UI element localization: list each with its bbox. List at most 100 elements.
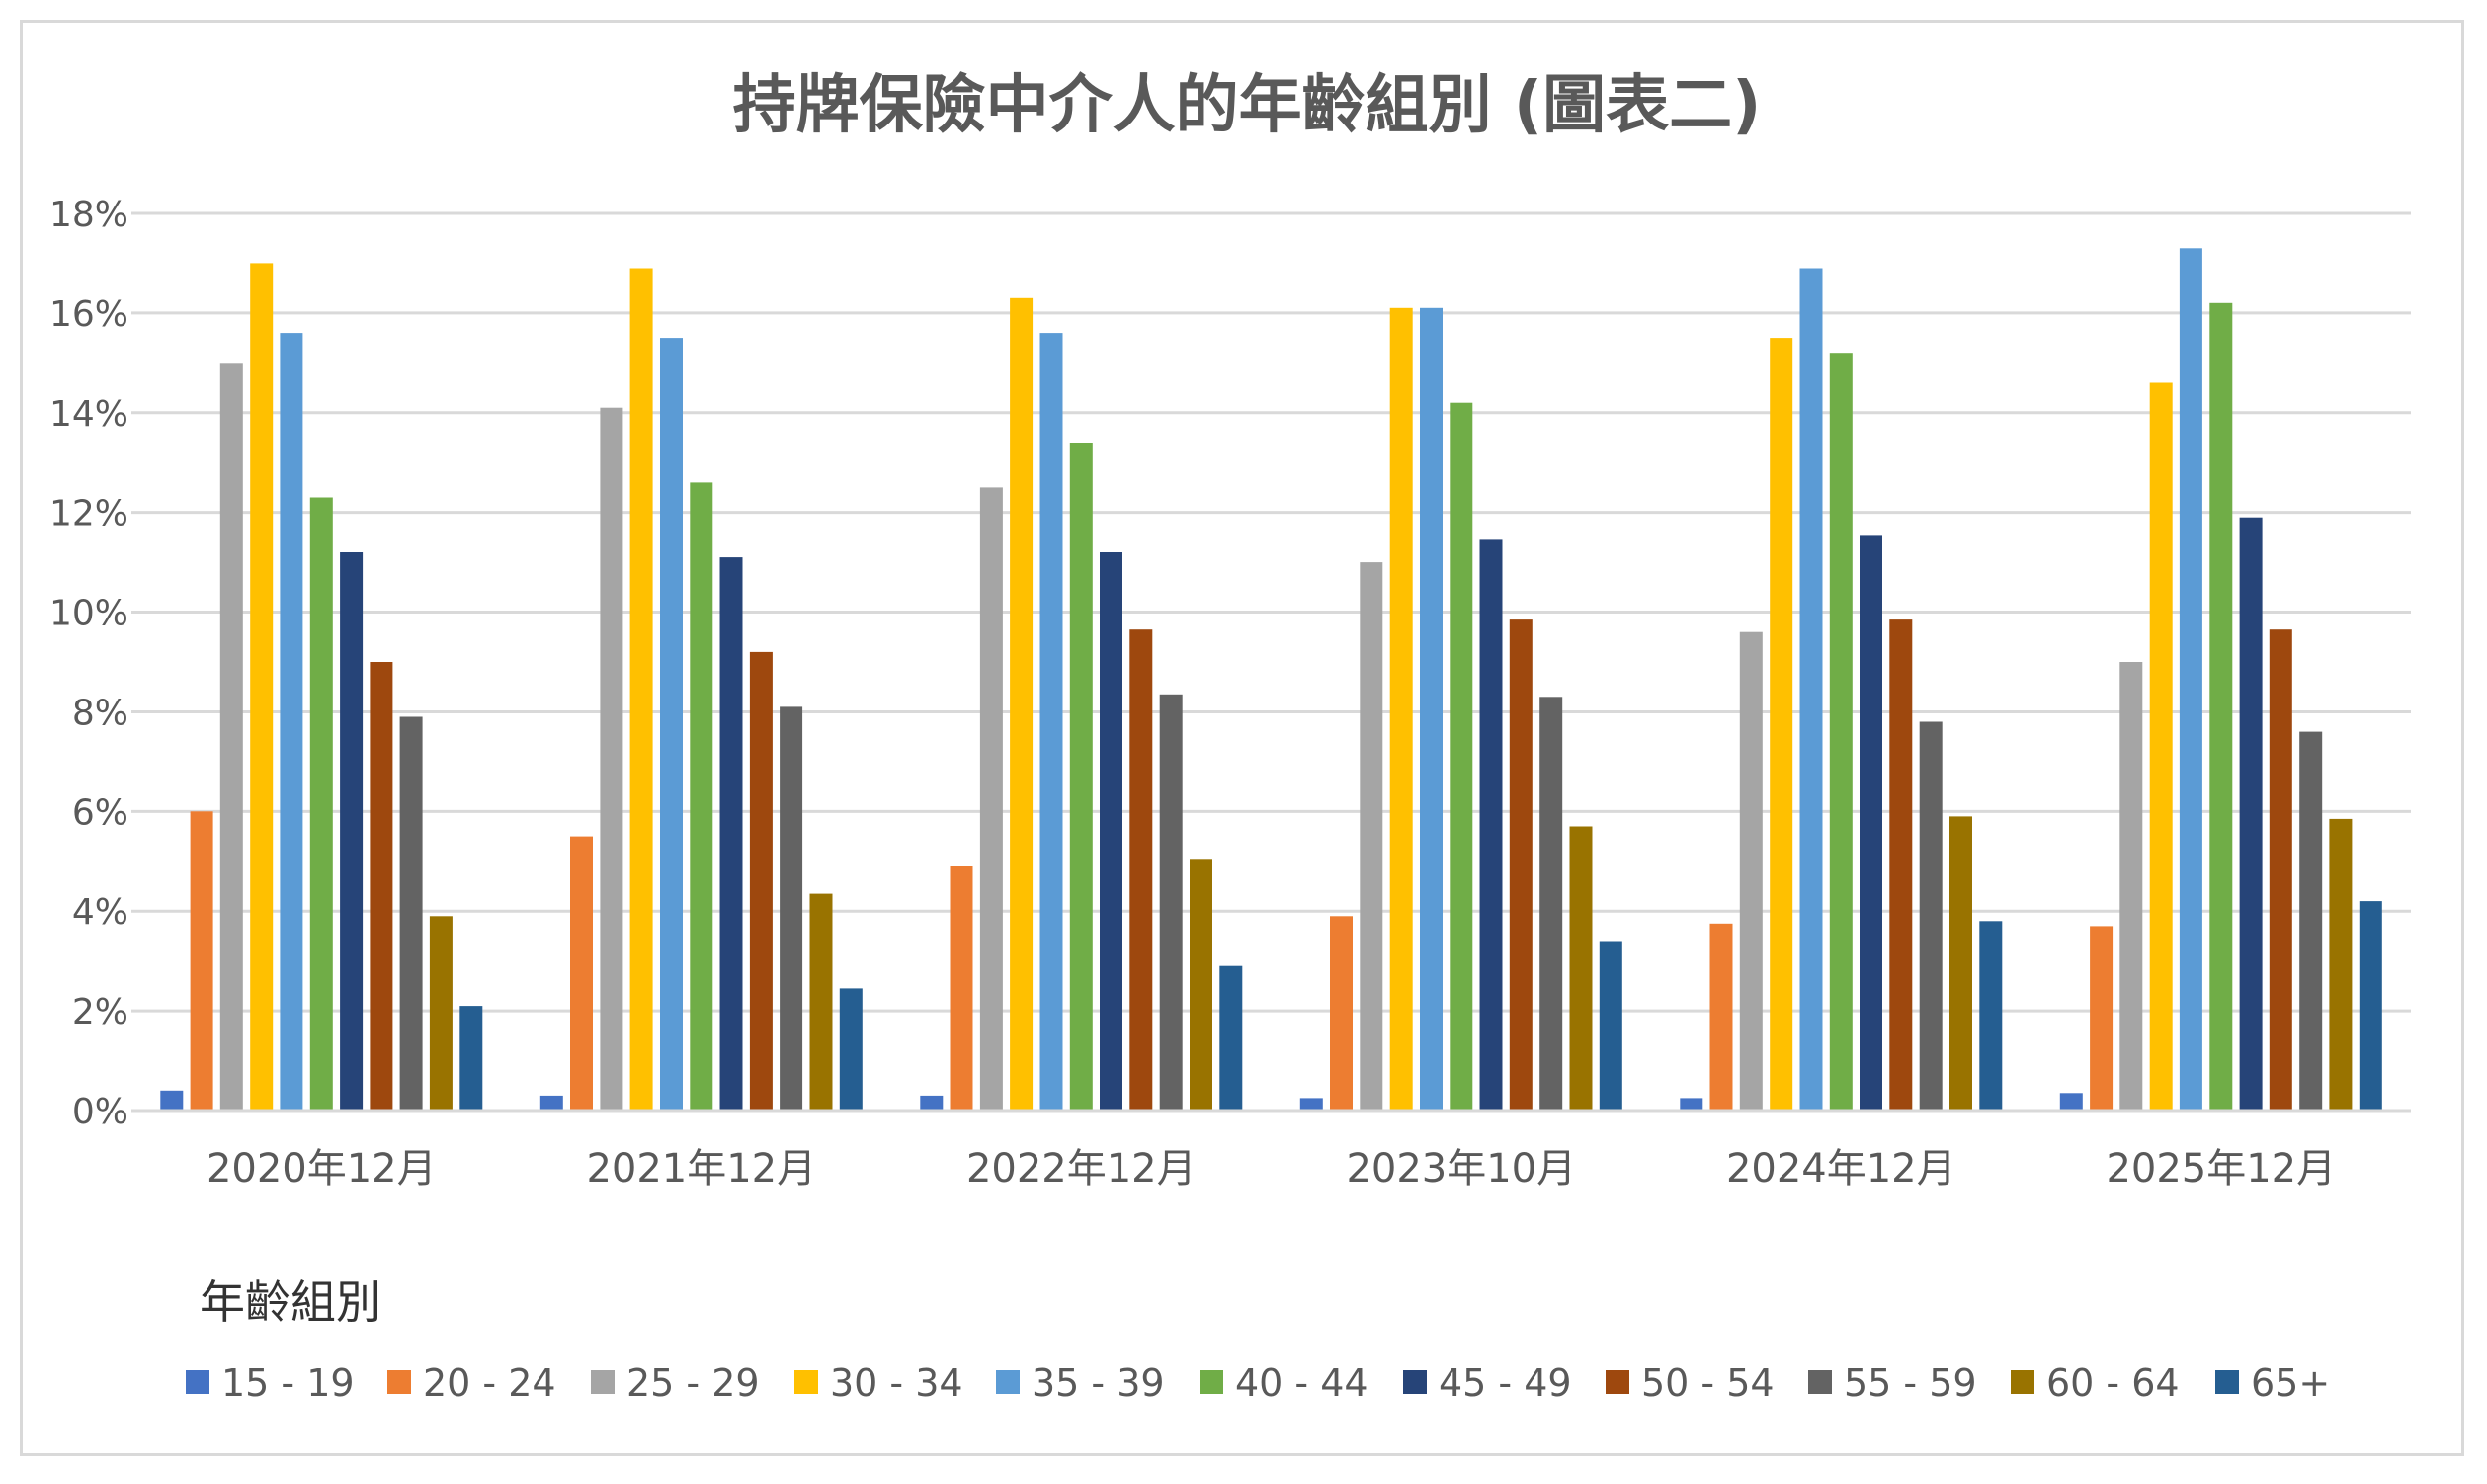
bar bbox=[1420, 307, 1443, 1111]
legend-swatch bbox=[2215, 1370, 2239, 1394]
bar bbox=[629, 268, 653, 1111]
legend-label: 65+ bbox=[2251, 1361, 2330, 1405]
bar bbox=[1860, 535, 1882, 1111]
bar bbox=[1010, 297, 1034, 1111]
bar bbox=[1219, 965, 1243, 1111]
bar bbox=[1069, 443, 1093, 1111]
bar bbox=[1360, 562, 1383, 1111]
y-axis-ticks: 0% 2% 4% 6% 8% 10% 12% 14% 16% 18% bbox=[49, 195, 128, 1132]
x-category-label: 2021年12月 bbox=[586, 1146, 816, 1192]
y-tick-label: 4% bbox=[72, 892, 128, 933]
bar bbox=[1450, 402, 1473, 1111]
legend-swatch bbox=[794, 1370, 818, 1394]
bar bbox=[429, 916, 453, 1111]
bar bbox=[979, 487, 1003, 1111]
bars bbox=[160, 248, 2382, 1112]
bar bbox=[1889, 619, 1913, 1111]
bar bbox=[2269, 629, 2292, 1111]
bar bbox=[1949, 816, 1972, 1111]
bar bbox=[2149, 382, 2173, 1111]
bar bbox=[2059, 1093, 2083, 1111]
chart-frame bbox=[20, 20, 2464, 1456]
bar bbox=[160, 1090, 184, 1111]
bar bbox=[1039, 333, 1063, 1112]
bar bbox=[2119, 662, 2143, 1111]
chart-title: 持牌保險中介人的年齡組別 (圖表二) bbox=[733, 69, 1762, 142]
bar bbox=[539, 1095, 563, 1111]
bar bbox=[370, 662, 393, 1111]
legend: 15 - 19 20 - 24 25 - 29 30 - 34 35 - 39 40 - … bbox=[186, 1361, 2330, 1405]
legend-swatch bbox=[1808, 1370, 1832, 1394]
bar bbox=[1709, 923, 1733, 1111]
y-tick-label: 2% bbox=[72, 992, 128, 1032]
bar bbox=[459, 1006, 483, 1111]
bar bbox=[749, 651, 773, 1111]
legend-label: 50 - 54 bbox=[1641, 1361, 1775, 1405]
bar bbox=[309, 497, 333, 1111]
x-category-label: 2024年12月 bbox=[1726, 1146, 1956, 1192]
bar bbox=[2299, 731, 2323, 1111]
legend-swatch bbox=[186, 1370, 209, 1394]
bar bbox=[1509, 619, 1533, 1111]
bar bbox=[1770, 338, 1793, 1112]
legend-swatch bbox=[591, 1370, 615, 1394]
bar bbox=[1299, 1098, 1323, 1111]
bar bbox=[660, 338, 683, 1112]
bar bbox=[1100, 552, 1122, 1111]
legend-label: 25 - 29 bbox=[626, 1361, 760, 1405]
bar bbox=[2359, 901, 2382, 1111]
bar bbox=[1129, 629, 1153, 1111]
legend-swatch bbox=[1403, 1370, 1427, 1394]
bar bbox=[1739, 631, 1763, 1111]
bar bbox=[1479, 539, 1503, 1111]
bar bbox=[1979, 921, 2003, 1111]
bar bbox=[2090, 926, 2114, 1111]
y-tick-label: 6% bbox=[72, 792, 128, 833]
bar bbox=[570, 836, 593, 1111]
bar bbox=[1539, 697, 1563, 1111]
legend-label: 20 - 24 bbox=[423, 1361, 556, 1405]
bar bbox=[920, 1095, 944, 1111]
legend-title: 年齡組別 bbox=[200, 1276, 381, 1329]
bar bbox=[2239, 517, 2263, 1111]
y-tick-label: 16% bbox=[49, 294, 128, 335]
y-tick-label: 18% bbox=[49, 195, 128, 235]
bar bbox=[1599, 941, 1622, 1111]
y-tick-label: 10% bbox=[49, 594, 128, 634]
bar bbox=[250, 263, 274, 1111]
legend-label: 40 - 44 bbox=[1235, 1361, 1368, 1405]
legend-swatch bbox=[1606, 1370, 1629, 1394]
y-tick-label: 8% bbox=[72, 693, 128, 733]
y-tick-label: 12% bbox=[49, 494, 128, 535]
bar bbox=[1330, 916, 1353, 1111]
legend-label: 35 - 39 bbox=[1032, 1361, 1165, 1405]
bar bbox=[280, 333, 303, 1112]
x-category-label: 2025年12月 bbox=[2106, 1146, 2336, 1192]
bar bbox=[340, 552, 364, 1111]
y-tick-label: 14% bbox=[49, 394, 128, 435]
legend-label: 30 - 34 bbox=[830, 1361, 963, 1405]
bar bbox=[950, 866, 973, 1111]
x-category-label: 2023年10月 bbox=[1346, 1146, 1576, 1192]
bar bbox=[2329, 818, 2353, 1111]
legend-swatch bbox=[2011, 1370, 2034, 1394]
bar bbox=[719, 557, 743, 1111]
bar bbox=[1919, 721, 1943, 1111]
bar bbox=[1680, 1098, 1703, 1111]
bar bbox=[1799, 268, 1823, 1111]
bar bbox=[1190, 859, 1212, 1111]
x-axis-categories: 2020年12月 2021年12月 2022年12月 2023年10月 2024年12月… bbox=[207, 1146, 2336, 1192]
legend-swatch bbox=[1200, 1370, 1223, 1394]
x-category-label: 2020年12月 bbox=[207, 1146, 437, 1192]
bar bbox=[190, 811, 213, 1111]
legend-label: 15 - 19 bbox=[221, 1361, 355, 1405]
gridlines bbox=[131, 211, 2411, 1013]
bar bbox=[780, 706, 803, 1111]
y-tick-label: 0% bbox=[72, 1092, 128, 1132]
bar bbox=[1159, 694, 1183, 1111]
legend-swatch bbox=[387, 1370, 411, 1394]
bar bbox=[1389, 307, 1413, 1111]
legend-label: 60 - 64 bbox=[2046, 1361, 2180, 1405]
bar bbox=[809, 893, 833, 1111]
